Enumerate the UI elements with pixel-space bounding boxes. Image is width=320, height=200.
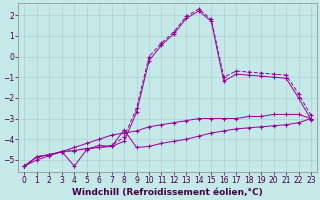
X-axis label: Windchill (Refroidissement éolien,°C): Windchill (Refroidissement éolien,°C) — [72, 188, 263, 197]
